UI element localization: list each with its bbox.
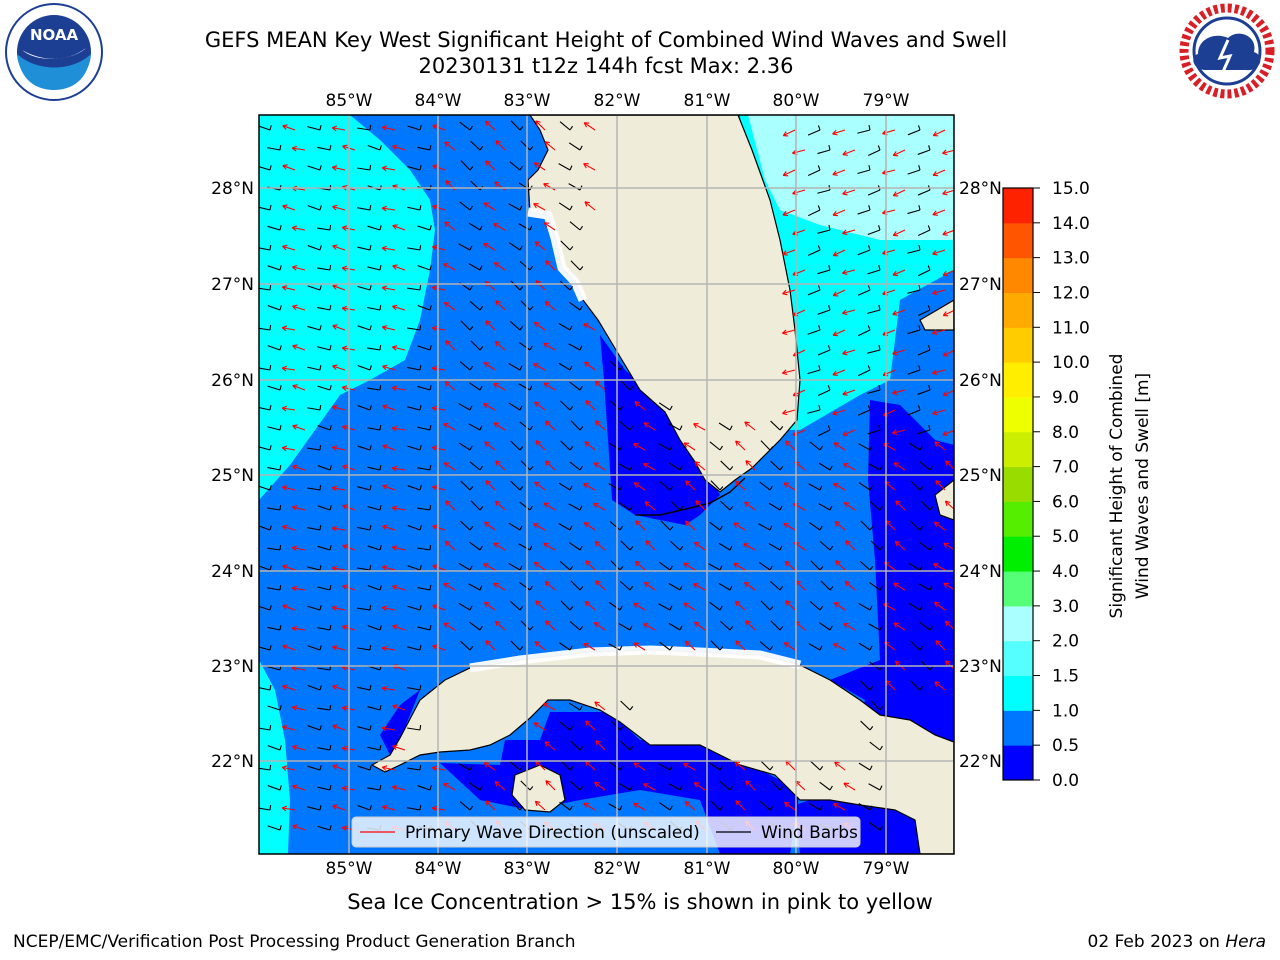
lat-label-right: 25°N bbox=[959, 466, 1002, 486]
lon-label-top: 84°W bbox=[415, 91, 462, 111]
colorbar-segment bbox=[1003, 605, 1033, 642]
lon-label-top: 85°W bbox=[326, 91, 373, 111]
colorbar-tick-label: 13.0 bbox=[1052, 249, 1090, 269]
colorbar-segment bbox=[1003, 745, 1033, 781]
colorbar-tick-label: 8.0 bbox=[1052, 423, 1079, 443]
wave-field-0-0-0-5-keys bbox=[600, 335, 720, 525]
colorbar-tick-label: 3.0 bbox=[1052, 597, 1079, 617]
colorbar-tick-label: 0.0 bbox=[1052, 771, 1079, 791]
lon-label-top: 81°W bbox=[684, 91, 731, 111]
lon-label-bottom: 85°W bbox=[326, 859, 373, 879]
map-frame bbox=[258, 114, 955, 855]
lon-label-top: 80°W bbox=[773, 91, 820, 111]
bahamas-land bbox=[919, 299, 954, 521]
map-subtitle: 20230131 t12z 144h fcst Max: 2.36 bbox=[418, 54, 794, 78]
colorbar-segment bbox=[1003, 710, 1033, 746]
lat-label-right: 22°N bbox=[959, 752, 1002, 772]
colorbar-segment bbox=[1003, 222, 1033, 259]
colorbar-tick-label: 14.0 bbox=[1052, 214, 1090, 234]
colorbar-segment bbox=[1003, 675, 1033, 711]
lat-label-right: 23°N bbox=[959, 657, 1002, 677]
colorbar-tick-label: 1.0 bbox=[1052, 701, 1079, 721]
colorbar-tick-label: 9.0 bbox=[1052, 388, 1079, 408]
colorbar-segment bbox=[1003, 257, 1033, 293]
lat-label-right: 27°N bbox=[959, 275, 1002, 295]
colorbar-tick-label: 12.0 bbox=[1052, 283, 1090, 303]
colorbar-segment bbox=[1003, 466, 1033, 502]
coastal-shelf bbox=[469, 207, 802, 673]
graticule bbox=[259, 115, 954, 854]
colorbar-tick-label: 1.5 bbox=[1052, 667, 1079, 687]
colorbar-segment bbox=[1003, 501, 1033, 537]
colorbar-tick-label: 6.0 bbox=[1052, 492, 1079, 512]
generation-date: 02 Feb 2023 on Hera bbox=[1087, 932, 1266, 952]
wave-field-1-5-2-0 bbox=[748, 115, 954, 240]
colorbar-segment bbox=[1003, 640, 1033, 677]
lon-label-top: 83°W bbox=[504, 91, 551, 111]
lat-label-right: 24°N bbox=[959, 562, 1002, 582]
map-title: GEFS MEAN Key West Significant Height of… bbox=[204, 28, 1008, 52]
lat-label-left: 24°N bbox=[211, 562, 254, 582]
colorbar-tick-label: 15.0 bbox=[1052, 179, 1090, 199]
colorbar-segment bbox=[1003, 571, 1033, 607]
colorbar-segment bbox=[1003, 188, 1033, 224]
lat-label-left: 25°N bbox=[211, 466, 254, 486]
lon-label-bottom: 82°W bbox=[594, 859, 641, 879]
lon-label-bottom: 80°W bbox=[773, 859, 820, 879]
colorbar-tick-label: 11.0 bbox=[1052, 318, 1090, 338]
legend-wave-label: Primary Wave Direction (unscaled) bbox=[405, 823, 700, 843]
legend-barb-label: Wind Barbs bbox=[761, 823, 858, 843]
colorbar-label-line1: Significant Height of Combined bbox=[1107, 354, 1127, 619]
map-legend: Primary Wave Direction (unscaled) Wind B… bbox=[351, 816, 861, 848]
lat-label-left: 23°N bbox=[211, 657, 254, 677]
colorbar-segment bbox=[1003, 431, 1033, 468]
lat-label-left: 22°N bbox=[211, 752, 254, 772]
lat-label-left: 26°N bbox=[211, 371, 254, 391]
colorbar-tick-label: 10.0 bbox=[1052, 353, 1090, 373]
lon-label-bottom: 81°W bbox=[684, 859, 731, 879]
colorbar-tick-label: 7.0 bbox=[1052, 458, 1079, 478]
lon-label-bottom: 84°W bbox=[415, 859, 462, 879]
lon-label-bottom: 83°W bbox=[504, 859, 551, 879]
sea-ice-note: Sea Ice Concentration > 15% is shown in … bbox=[347, 890, 933, 914]
colorbar-segment bbox=[1003, 327, 1033, 363]
noaa-logo-icon: NOAA bbox=[5, 3, 103, 101]
colorbar-segment bbox=[1003, 362, 1033, 398]
colorbar-label-line2: Wind Waves and Swell [m] bbox=[1133, 373, 1153, 599]
lat-label-right: 26°N bbox=[959, 371, 1002, 391]
colorbar bbox=[1003, 188, 1033, 781]
svg-text:NOAA: NOAA bbox=[30, 26, 79, 44]
lat-label-left: 27°N bbox=[211, 275, 254, 295]
wave-field-1-0-1-5-nw bbox=[259, 115, 435, 500]
lon-label-top: 79°W bbox=[863, 91, 910, 111]
colorbar-segment bbox=[1003, 396, 1033, 433]
colorbar-segment bbox=[1003, 536, 1033, 572]
lon-label-top: 82°W bbox=[594, 91, 641, 111]
nws-logo-icon bbox=[1179, 3, 1275, 99]
colorbar-tick-label: 4.0 bbox=[1052, 562, 1079, 582]
wave-field-1-0-1-5-sw bbox=[259, 660, 290, 854]
wave-field-0-0-0-5-nw-cuba bbox=[380, 690, 420, 755]
lat-label-right: 28°N bbox=[959, 179, 1002, 199]
colorbar-tick-label: 5.0 bbox=[1052, 527, 1079, 547]
colorbar-segment bbox=[1003, 292, 1033, 328]
isla-juventud-land bbox=[511, 764, 566, 813]
lon-label-bottom: 79°W bbox=[863, 859, 910, 879]
colorbar-tick-label: 0.5 bbox=[1052, 736, 1079, 756]
producer-credit: NCEP/EMC/Verification Post Processing Pr… bbox=[13, 932, 576, 952]
lat-label-left: 28°N bbox=[211, 179, 254, 199]
colorbar-tick-label: 2.0 bbox=[1052, 632, 1079, 652]
